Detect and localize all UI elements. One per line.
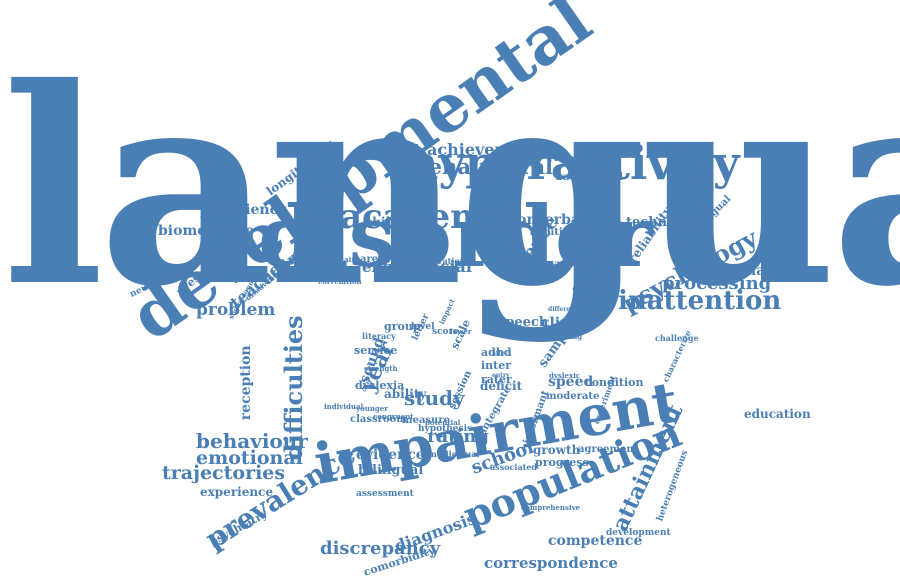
cloud-word: symptom [545,259,596,270]
cloud-word: competence [548,532,643,549]
cloud-word: study [404,386,465,410]
cloud-word: additional [530,227,587,238]
cloud-word: hyperactivity [405,136,740,191]
cloud-word: inter [481,359,512,373]
cloud-word: biomedicine [158,222,255,239]
cloud-word: reception [237,345,254,420]
cloud-word: progress [535,456,589,470]
cloud-word: potential [425,418,461,428]
cloud-word: difference [548,306,583,314]
cloud-word: associated [490,461,537,472]
cloud-word: hypothesis [418,423,473,434]
cloud-word: younger [356,404,388,414]
cloud-word: problem [196,300,276,321]
cloud-word: correspondence [484,554,618,572]
cloud-word: academic [340,196,520,237]
cloud-word: ability [384,387,427,402]
cloud-word: dyslexic [549,371,581,381]
cloud-word: score [432,326,460,337]
cloud-word: questionnaire [305,255,360,265]
cloud-word: affect [492,350,512,358]
cloud-word: social [420,257,472,277]
cloud-word: behaviour [196,429,308,453]
cloud-word: inattention [618,286,782,317]
cloud-word: group [384,320,421,334]
cloud-word: discrepancy [320,537,441,559]
cloud-word: trajectories [162,461,286,484]
cloud-word: service [354,344,398,358]
cloud-word: congruent [373,412,414,422]
cloud-word: dyslexia [355,379,405,393]
cloud-word: education [744,407,811,422]
cloud-word: speed [548,373,594,390]
cloud-word: adhd [481,346,512,360]
cloud-word: behavioural [414,154,554,180]
cloud-word: level [411,321,435,332]
cloud-word: clinical [541,314,599,331]
cloud-word: background [556,172,623,183]
cloud-word: rater [481,373,512,387]
cloud-word: disorder [258,186,653,286]
cloud-word: proficiency [200,201,287,218]
cloud-word: assessment [356,488,414,499]
cloud-word: achievement [427,140,541,160]
cloud-word: correlation [318,277,362,287]
cloud-word: functional [690,262,771,279]
cloud-word: entry [492,372,510,380]
cloud-word: lower [450,327,472,337]
cloud-word: comprehensive [521,503,581,513]
cloud-word: technology [626,214,707,230]
cloud-word: childhood [365,215,432,230]
cloud-word: parent [353,254,390,265]
cloud-word: learning [549,332,583,342]
cloud-word: literacy [362,330,396,341]
cloud-word: english [362,258,424,276]
cloud-word: agreement [578,444,639,455]
cloud-word: condition [585,376,644,390]
cloud-word: strength [364,364,398,374]
cloud-word: experience [200,485,273,500]
cloud-word: evidence [356,446,425,463]
cloud-word: processing [662,272,772,294]
cloud-word: emotional [196,446,303,469]
cloud-word: language [2,28,900,346]
cloud-word: deficit [480,379,523,394]
cloud-word: classroom [350,414,407,425]
cloud-word: development [606,527,671,538]
cloud-word: challenge [655,332,699,343]
cloud-word: individual [324,402,364,412]
cloud-word: speech [498,314,549,330]
cloud-word: nonverbal [507,211,586,228]
cloud-word: bilingual [358,462,424,478]
cloud-word: measure [402,415,450,426]
cloud-word: moderate [546,391,600,402]
cloud-word: intellectual [428,448,480,459]
cloud-word: growth [533,443,581,458]
cloud-word: rating [427,425,489,447]
cloud-word: integration [415,255,466,266]
